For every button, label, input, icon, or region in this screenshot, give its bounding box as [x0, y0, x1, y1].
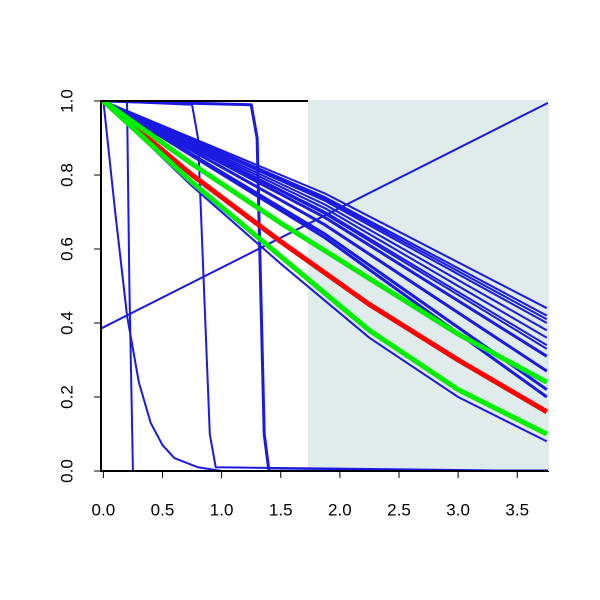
y-tick-label: 1.0 [57, 89, 76, 113]
curve [101, 101, 548, 385]
x-tick-label: 0.0 [92, 500, 116, 519]
curve [102, 101, 548, 339]
curve [102, 101, 548, 310]
x-tick-label: 1.0 [210, 500, 234, 519]
curve [102, 101, 548, 332]
curve [102, 101, 548, 324]
curve [103, 101, 548, 471]
x-tick-label: 3.5 [505, 500, 529, 519]
curve [103, 101, 548, 471]
curve [102, 101, 548, 358]
x-tick-label: 0.5 [151, 500, 175, 519]
curve [101, 101, 548, 414]
curve [102, 101, 548, 373]
x-tick-label: 1.5 [269, 500, 293, 519]
y-tick-label: 0.2 [57, 385, 76, 409]
y-tick-label: 0.4 [57, 311, 76, 335]
x-tick-label: 3.0 [446, 500, 470, 519]
y-tick-label: 0.8 [57, 163, 76, 187]
y-tick-label: 0.6 [57, 237, 76, 261]
x-tick-label: 2.0 [328, 500, 352, 519]
x-tick-label: 2.5 [387, 500, 411, 519]
shaded-region [307, 100, 549, 471]
curve [102, 101, 222, 471]
y-tick-label: 0.0 [57, 459, 76, 483]
curve [101, 101, 548, 437]
